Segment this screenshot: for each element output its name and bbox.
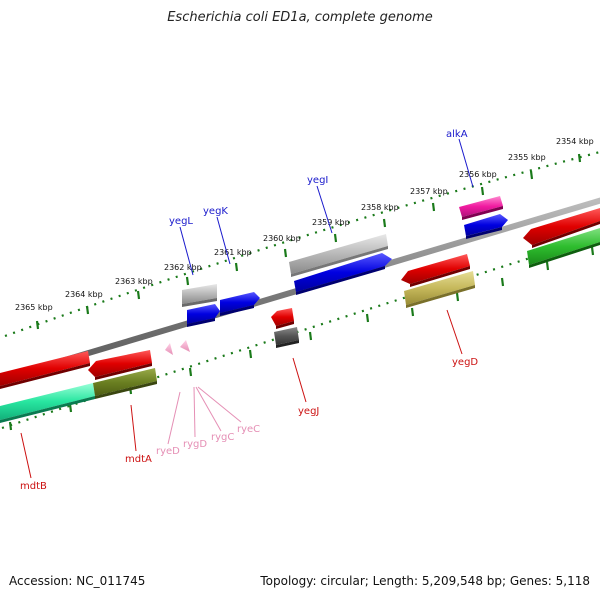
gene-feature[interactable] xyxy=(459,196,503,220)
tick-label-2355: 2355 kbp xyxy=(508,153,546,162)
reverse-label-connectors xyxy=(20,309,463,479)
rna-label-ryec[interactable]: ryeC xyxy=(237,424,260,435)
scale-major-ticks-upper xyxy=(35,153,582,330)
gene-label-mdta[interactable]: mdtA xyxy=(125,454,152,465)
tick-label-2362: 2362 kbp xyxy=(164,263,202,272)
genome-summary-text: Topology: circular; Length: 5,209,548 bp… xyxy=(260,574,590,588)
gene-label-mdtb[interactable]: mdtB xyxy=(20,481,47,492)
tick-label-2363: 2363 kbp xyxy=(115,277,153,286)
tick-label-2354: 2354 kbp xyxy=(556,137,594,146)
tick-label-2364: 2364 kbp xyxy=(65,290,103,299)
gene-feature[interactable] xyxy=(220,292,260,316)
tick-label-2365: 2365 kbp xyxy=(15,303,53,312)
gene-feature[interactable] xyxy=(289,234,388,277)
tick-label-2361: 2361 kbp xyxy=(214,248,252,257)
gene-feature[interactable] xyxy=(271,308,294,329)
gene-label-yegl[interactable]: yegL xyxy=(169,216,193,227)
rna-feature[interactable] xyxy=(165,340,190,355)
gene-label-yegk[interactable]: yegK xyxy=(203,206,228,217)
scale-major-ticks-lower xyxy=(8,246,595,431)
tick-label-2356: 2356 kbp xyxy=(459,170,497,179)
gene-feature[interactable] xyxy=(0,351,90,389)
gene-feature[interactable] xyxy=(401,254,470,287)
forward-label-connectors xyxy=(179,138,474,276)
map-title: Escherichia coli ED1a, complete genome xyxy=(167,10,433,25)
tick-label-2360: 2360 kbp xyxy=(263,234,301,243)
gene-feature[interactable] xyxy=(182,284,217,307)
tick-label-2359: 2359 kbp xyxy=(312,218,350,227)
gene-label-yegi[interactable]: yegI xyxy=(307,175,328,186)
gene-feature[interactable] xyxy=(274,327,299,348)
gene-feature[interactable] xyxy=(88,350,152,380)
accession-text: Accession: NC_011745 xyxy=(9,574,146,588)
rna-label-rygc[interactable]: rygC xyxy=(211,432,234,443)
rna-label-connectors xyxy=(167,386,242,445)
gene-feature[interactable] xyxy=(523,208,600,248)
gene-feature[interactable] xyxy=(527,228,600,268)
gene-label-alka[interactable]: alkA xyxy=(446,129,468,140)
gene-label-yegj[interactable]: yegJ xyxy=(298,406,319,417)
tick-label-2357: 2357 kbp xyxy=(410,187,448,196)
gene-label-yegd[interactable]: yegD xyxy=(452,357,478,368)
gene-feature[interactable] xyxy=(187,304,220,327)
tick-label-2358: 2358 kbp xyxy=(361,203,399,212)
gene-feature[interactable] xyxy=(93,368,157,399)
gene-feature[interactable] xyxy=(0,383,95,423)
gene-feature[interactable] xyxy=(464,214,508,239)
gene-feature[interactable] xyxy=(294,253,392,295)
scale-arc-upper xyxy=(4,150,600,338)
gene-feature[interactable] xyxy=(404,271,475,308)
rna-label-ryed[interactable]: ryeD xyxy=(156,446,180,457)
rna-label-rygd[interactable]: rygD xyxy=(183,439,207,450)
